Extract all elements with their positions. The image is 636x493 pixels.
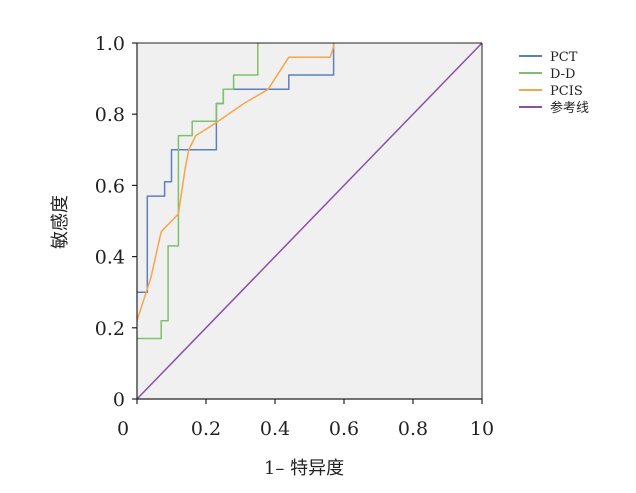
x-tick-label: 0.4 — [260, 418, 290, 440]
series-line-3 — [136, 42, 483, 400]
series-line-0 — [137, 43, 335, 293]
x-tick-label: 0.6 — [329, 418, 359, 440]
y-tick-label: 0 — [113, 389, 125, 411]
legend-label: 参考线 — [550, 100, 589, 116]
y-tick-label: 0.8 — [95, 104, 125, 126]
x-tick-label: 0.8 — [398, 418, 428, 440]
x-axis-title: 1– 特异度 — [264, 458, 344, 479]
legend-label: D-D — [550, 67, 575, 82]
y-axis-title: 敏感度 — [50, 195, 71, 249]
series-line-2 — [136, 43, 335, 321]
y-tick-label: 0.6 — [95, 175, 125, 197]
y-tick-label: 0.4 — [95, 247, 125, 269]
x-tick-label: 0 — [117, 418, 129, 440]
axes-layer — [136, 42, 483, 400]
x-tick-label: 10 — [470, 418, 494, 440]
y-tick-label: 0.2 — [95, 318, 125, 340]
ticks-layer: 0 0.2 0.4 0.6 0.8 10 0 0.2 0.4 0.6 0.8 1.0 — [95, 33, 494, 440]
series-line-1 — [137, 43, 259, 340]
y-tick-label: 1.0 — [95, 33, 125, 55]
series-layer — [136, 42, 483, 400]
x-tick-label: 0.2 — [191, 418, 221, 440]
legend-label: PCT — [550, 50, 578, 65]
legend-label: PCIS — [550, 84, 583, 99]
